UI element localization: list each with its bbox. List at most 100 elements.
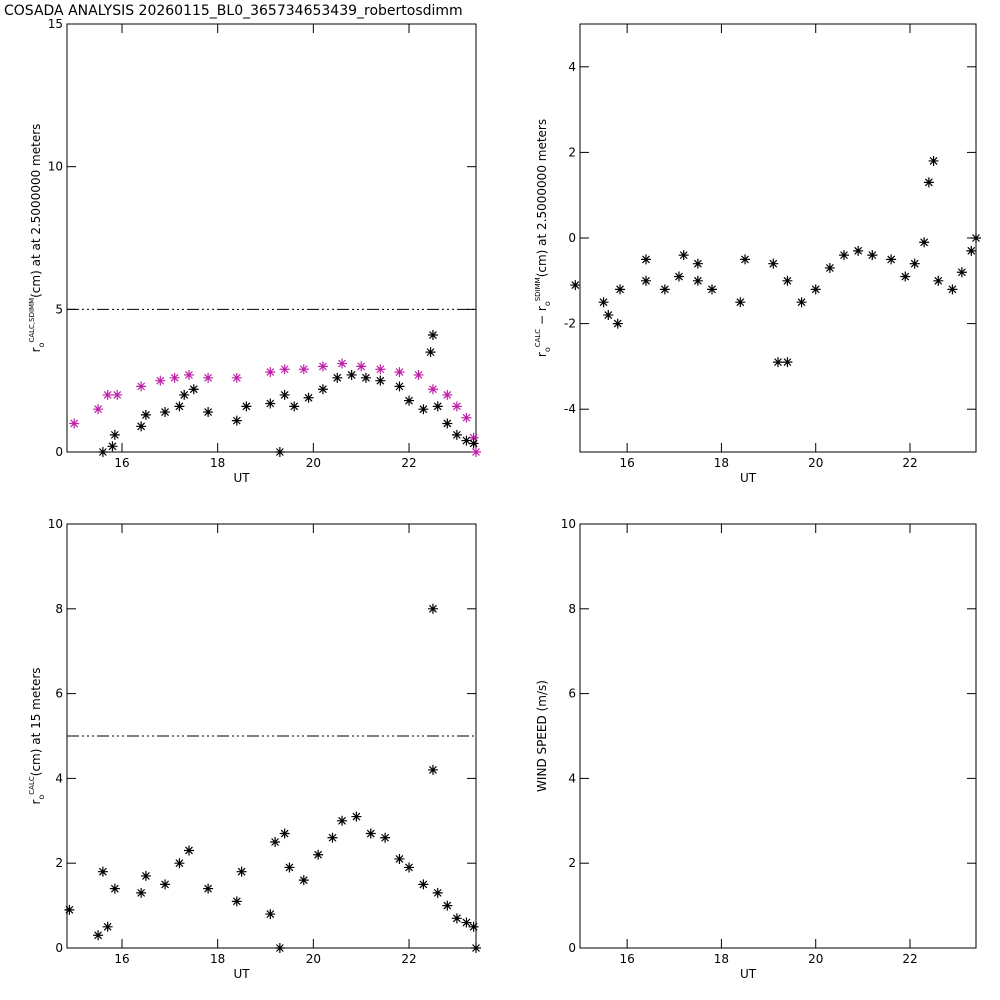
y-axis-label-part: (cm) at at 2.5000000 meters	[29, 124, 43, 298]
marker	[265, 909, 276, 920]
marker	[375, 375, 386, 386]
y-axis-label-part: CALC	[534, 329, 542, 348]
marker	[824, 262, 835, 273]
marker	[279, 364, 290, 375]
y-tick-label: 0	[55, 941, 63, 955]
x-tick-label: 18	[714, 456, 729, 470]
marker	[236, 866, 247, 877]
marker	[109, 883, 120, 894]
marker	[933, 275, 944, 286]
marker	[468, 921, 479, 932]
marker	[231, 415, 242, 426]
marker	[136, 381, 147, 392]
y-axis-label: WIND SPEED (m/s)	[535, 680, 549, 792]
x-tick-label: 20	[808, 952, 823, 966]
marker	[598, 297, 609, 308]
marker	[692, 275, 703, 286]
marker	[174, 858, 185, 869]
marker	[427, 384, 438, 395]
marker	[570, 280, 581, 291]
plot-frame	[579, 523, 977, 949]
marker	[140, 870, 151, 881]
marker	[394, 381, 405, 392]
marker	[425, 347, 436, 358]
y-axis-label-part: o	[37, 342, 46, 347]
marker	[327, 832, 338, 843]
marker	[451, 429, 462, 440]
marker	[160, 407, 171, 418]
marker	[782, 357, 793, 368]
x-tick-label: 16	[114, 456, 129, 470]
x-tick-label: 20	[306, 952, 321, 966]
y-axis-label-part: r	[29, 800, 43, 805]
y-axis-label-part: r	[535, 352, 549, 357]
marker	[203, 372, 214, 383]
y-tick-label: 10	[48, 160, 63, 174]
y-tick-label: 0	[568, 941, 576, 955]
y-axis-label-part: o	[37, 795, 46, 800]
marker	[203, 883, 214, 894]
marker	[427, 603, 438, 614]
marker	[279, 389, 290, 400]
marker	[404, 395, 415, 406]
marker	[468, 432, 479, 443]
y-axis-label: roCALC,SDIMM(cm) at at 2.5000000 meters	[28, 124, 46, 353]
y-tick-label: -2	[564, 317, 576, 331]
marker	[160, 879, 171, 890]
marker	[468, 438, 479, 449]
x-axis-label: UT	[740, 967, 757, 981]
marker	[603, 310, 614, 321]
marker	[279, 828, 290, 839]
y-tick-label: 5	[55, 302, 63, 316]
marker	[356, 361, 367, 372]
marker	[346, 369, 357, 380]
y-tick-label: 10	[48, 517, 63, 531]
marker	[109, 429, 120, 440]
marker	[394, 853, 405, 864]
marker	[461, 917, 472, 928]
marker	[313, 849, 324, 860]
panel: 16 18 20 22 0 2 4 6 8 10 UT WIND SPEED (m/s)	[535, 517, 977, 981]
y-tick-label: 0	[55, 445, 63, 459]
marker	[427, 764, 438, 775]
marker	[337, 815, 348, 826]
marker	[298, 875, 309, 886]
marker	[69, 418, 80, 429]
marker	[413, 369, 424, 380]
marker	[394, 367, 405, 378]
marker	[380, 832, 391, 843]
marker	[231, 372, 242, 383]
marker	[442, 900, 453, 911]
y-tick-label: 4	[568, 771, 576, 785]
y-axis-label-part: (cm) at 15 meters	[29, 667, 43, 776]
marker	[839, 250, 849, 261]
marker	[886, 254, 897, 265]
marker	[853, 245, 864, 256]
marker	[332, 372, 343, 383]
marker	[298, 364, 309, 375]
marker	[796, 297, 807, 308]
marker	[179, 389, 190, 400]
marker	[432, 887, 443, 898]
marker	[810, 284, 821, 295]
y-tick-label: 6	[55, 687, 63, 701]
x-tick-label: 22	[902, 456, 917, 470]
marker	[303, 392, 314, 403]
y-axis-label: roCALC − roSDIMM(cm) at 2.5000000 meters	[534, 119, 552, 357]
marker	[674, 271, 684, 282]
y-tick-label: -4	[564, 402, 576, 416]
marker	[93, 404, 104, 415]
marker	[971, 233, 981, 243]
marker	[375, 364, 386, 375]
marker	[102, 921, 113, 932]
marker	[241, 401, 252, 412]
marker	[442, 418, 453, 429]
marker	[867, 250, 878, 261]
marker	[289, 401, 300, 412]
marker	[97, 447, 108, 457]
marker	[155, 375, 166, 386]
marker	[102, 389, 113, 400]
